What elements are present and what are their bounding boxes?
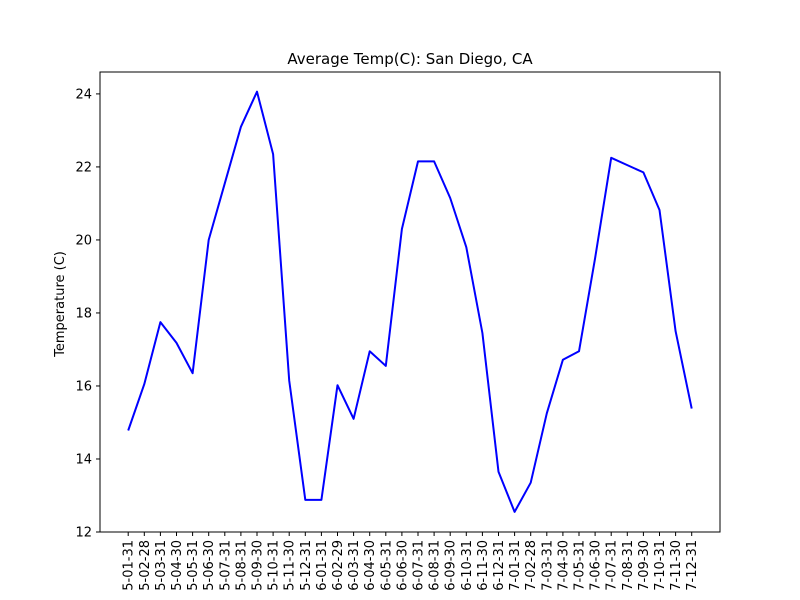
x-tick-label: 5-05-31 <box>186 540 201 591</box>
data-point <box>127 430 129 432</box>
x-tick-label: 7-07-31 <box>605 540 620 591</box>
y-tick-label: 16 <box>75 379 92 394</box>
data-point <box>578 350 580 352</box>
data-point <box>514 511 516 513</box>
x-tick-label: 5-08-31 <box>234 540 249 591</box>
x-tick-label: 6-09-30 <box>444 540 459 591</box>
data-point <box>240 126 242 128</box>
x-tick-label: 5-02-28 <box>138 540 153 591</box>
data-point <box>304 499 306 501</box>
x-tick-label: 7-09-30 <box>637 540 652 591</box>
data-point <box>465 246 467 248</box>
x-tick-label: 7-01-31 <box>508 540 523 591</box>
x-tick-label: 6-05-31 <box>379 540 394 591</box>
y-tick-label: 18 <box>75 306 92 321</box>
y-tick-label: 20 <box>75 233 92 248</box>
x-tick-label: 6-10-31 <box>460 540 475 591</box>
data-point <box>691 408 693 410</box>
chart-title: Average Temp(C): San Diego, CA <box>287 50 533 68</box>
x-tick-label: 5-10-31 <box>267 540 282 591</box>
data-point <box>369 350 371 352</box>
x-tick-label: 5-11-30 <box>283 540 298 591</box>
x-tick-label: 6-03-31 <box>347 540 362 591</box>
data-point <box>433 160 435 162</box>
data-point <box>642 171 644 173</box>
x-tick-label: 6-06-30 <box>395 540 410 591</box>
x-tick-label: 7-04-30 <box>556 540 571 591</box>
data-point <box>481 332 483 334</box>
x-tick-label: 7-12-31 <box>685 540 700 591</box>
x-tick-label: 5-12-31 <box>299 540 314 591</box>
data-point <box>224 182 226 184</box>
data-point <box>401 228 403 230</box>
x-tick-label: 5-06-30 <box>202 540 217 591</box>
data-point <box>143 383 145 385</box>
x-tick-label: 6-02-29 <box>331 540 346 591</box>
y-tick-label: 22 <box>75 160 92 175</box>
data-point <box>337 384 339 386</box>
x-tick-label: 7-06-30 <box>589 540 604 591</box>
data-point <box>272 153 274 155</box>
data-point <box>353 418 355 420</box>
data-point <box>192 372 194 374</box>
x-tick-label: 6-01-31 <box>315 540 330 591</box>
data-point <box>320 499 322 501</box>
x-tick-label: 7-05-31 <box>573 540 588 591</box>
data-point <box>530 482 532 484</box>
y-axis-ticks: 12 14 16 18 20 22 24 <box>75 87 100 541</box>
y-tick-label: 12 <box>75 526 92 541</box>
plot-frame <box>99 71 721 533</box>
data-point <box>546 412 548 414</box>
x-tick-label: 7-11-30 <box>669 540 684 591</box>
data-point <box>385 365 387 367</box>
x-tick-label: 5-03-31 <box>154 540 169 591</box>
series-line-0 <box>127 90 693 513</box>
x-tick-label: 6-12-31 <box>492 540 507 591</box>
x-tick-label: 7-02-28 <box>524 540 539 591</box>
x-tick-label: 6-07-31 <box>412 540 427 591</box>
data-point <box>256 91 258 93</box>
y-axis-label: Temperature (C) <box>53 251 68 358</box>
data-point <box>675 330 677 332</box>
data-point <box>594 257 596 259</box>
data-point <box>659 209 661 211</box>
x-tick-label: 7-08-31 <box>621 540 636 591</box>
x-tick-label: 5-09-30 <box>251 540 266 591</box>
x-tick-label: 5-01-31 <box>122 540 137 591</box>
data-point <box>176 342 178 344</box>
x-tick-label: 7-10-31 <box>653 540 668 591</box>
data-point <box>288 379 290 381</box>
data-point <box>610 157 612 159</box>
x-axis-ticks: 5-01-31 5-02-28 5-03-31 5-04-30 5-05-31 5-06-… <box>122 532 700 591</box>
x-tick-label: 5-04-30 <box>170 540 185 591</box>
data-point <box>159 321 161 323</box>
data-point <box>208 239 210 241</box>
y-tick-label: 14 <box>75 452 92 467</box>
y-tick-label: 24 <box>75 87 92 102</box>
x-tick-label: 6-04-30 <box>363 540 378 591</box>
x-tick-label: 6-08-31 <box>428 540 443 591</box>
x-tick-label: 6-11-30 <box>476 540 491 591</box>
x-tick-label: 5-07-31 <box>218 540 233 591</box>
data-point <box>417 160 419 162</box>
data-point <box>449 197 451 199</box>
data-point <box>498 471 500 473</box>
data-point <box>626 164 628 166</box>
series-layer <box>127 90 693 513</box>
data-point <box>562 359 564 361</box>
x-tick-label: 7-03-31 <box>540 540 555 591</box>
